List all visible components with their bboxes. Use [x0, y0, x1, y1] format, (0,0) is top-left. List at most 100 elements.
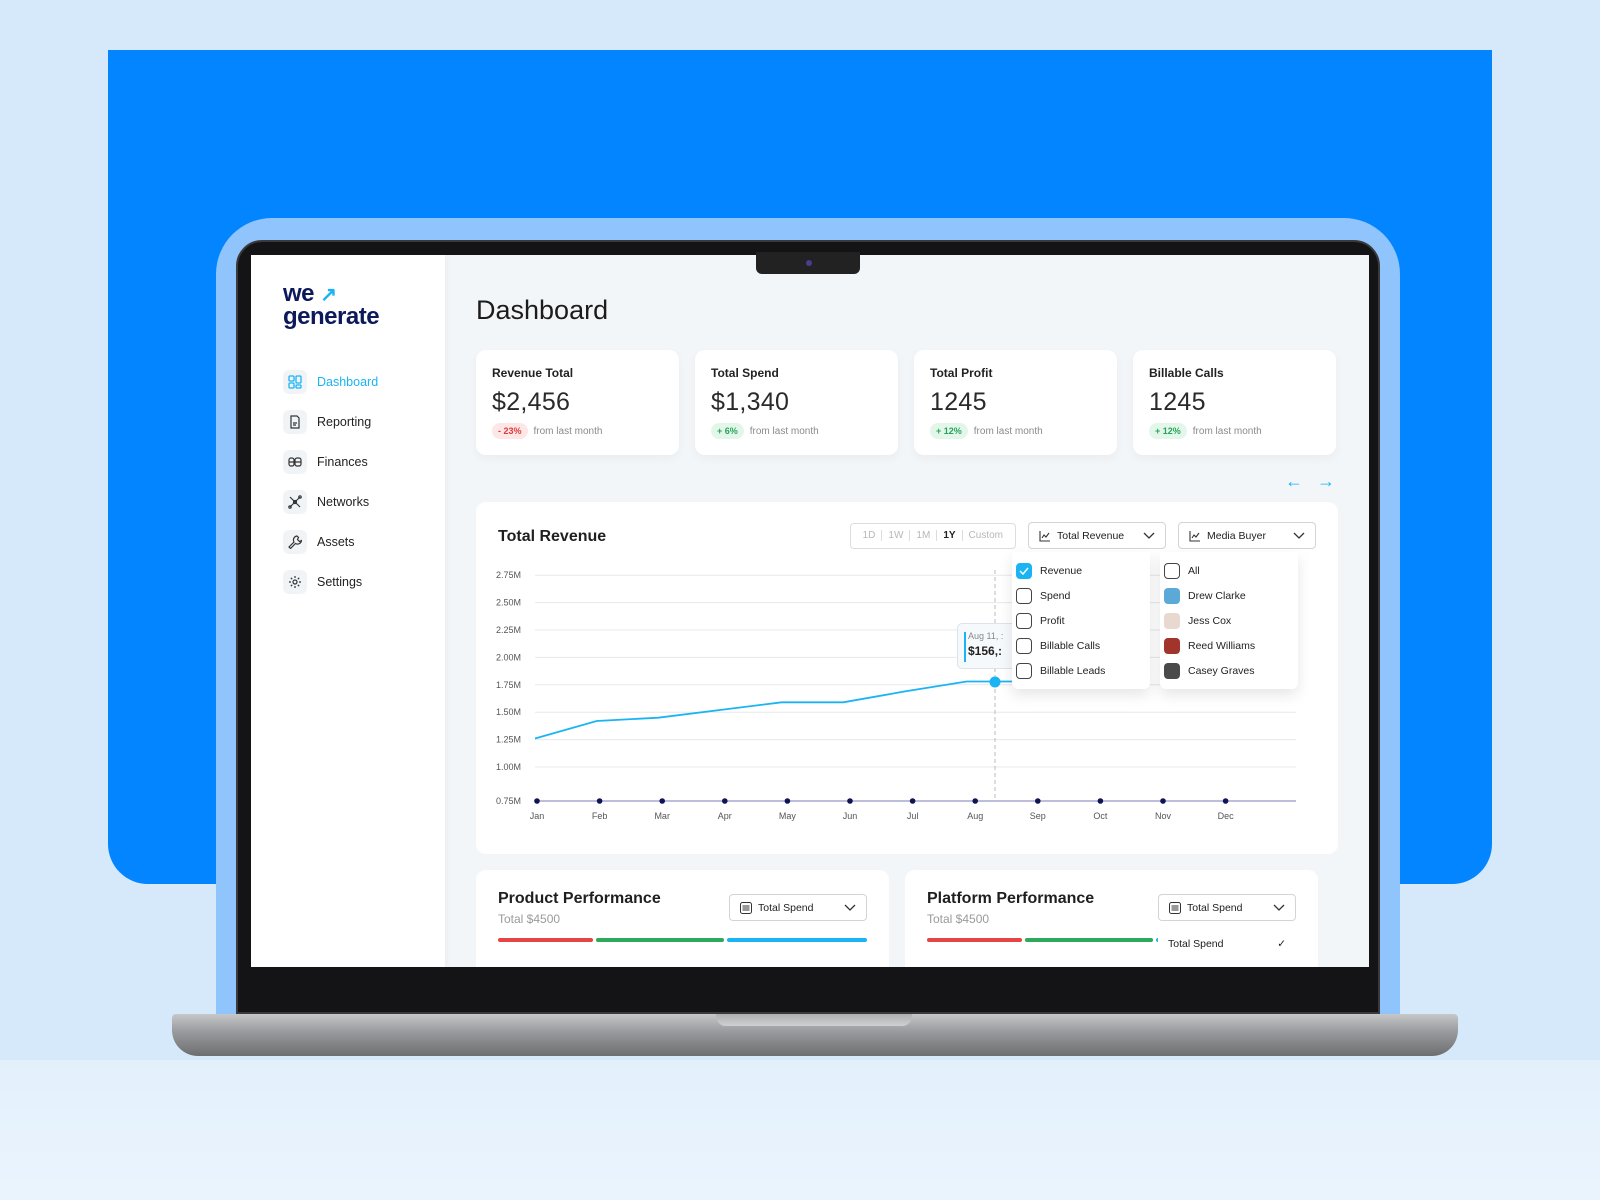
kpi-card-revenue[interactable]: Revenue Total $2,456 - 23% from last mont…	[476, 350, 679, 455]
product-metric-select[interactable]: Total Spend	[729, 894, 867, 921]
camera-notch	[756, 252, 860, 274]
checkbox-icon[interactable]	[1016, 637, 1032, 654]
media-buyer-select-label: Media Buyer	[1207, 529, 1266, 542]
svg-text:2.25M: 2.25M	[496, 625, 521, 635]
sidebar-item-finances[interactable]: Finances	[283, 442, 445, 482]
chevron-down-icon	[1293, 532, 1305, 539]
checkbox-icon[interactable]	[1016, 662, 1032, 679]
avatar	[1164, 637, 1180, 654]
arrow-up-right-icon: ↗	[320, 284, 337, 306]
range-1m[interactable]: 1M	[910, 530, 938, 541]
svg-text:Aug: Aug	[967, 811, 983, 821]
filter-list-icon	[1169, 901, 1181, 914]
metric-dropdown: Revenue Spend Profit Billable Calls Bill…	[1012, 552, 1150, 689]
document-icon	[283, 410, 307, 434]
option-label: Billable Leads	[1040, 664, 1106, 677]
sidebar-item-networks[interactable]: Networks	[283, 482, 445, 522]
svg-text:Apr: Apr	[718, 811, 732, 821]
sidebar: we ↗ generate Dashboard Reporting Financ…	[251, 255, 445, 967]
svg-text:2.00M: 2.00M	[496, 652, 521, 662]
kpi-title: Billable Calls	[1149, 366, 1224, 380]
kpi-card-billable-calls[interactable]: Billable Calls 1245 + 12% from last month	[1133, 350, 1336, 455]
kpi-title: Revenue Total	[492, 366, 574, 380]
option-label: Spend	[1040, 589, 1071, 602]
metric-option-profit[interactable]: Profit	[1012, 608, 1150, 633]
kpi-row: Revenue Total $2,456 - 23% from last mont…	[476, 350, 1339, 455]
buyer-option-all[interactable]: All	[1160, 558, 1298, 583]
metric-select[interactable]: Total Revenue	[1028, 522, 1166, 549]
svg-text:Oct: Oct	[1093, 811, 1108, 821]
change-badge: + 6%	[711, 423, 744, 439]
line-chart-icon	[1039, 530, 1050, 542]
check-icon: ✓	[1277, 938, 1286, 950]
tooltip-date: Aug 11, :	[968, 631, 1004, 641]
kpi-note: from last month	[533, 425, 603, 437]
change-badge: + 12%	[1149, 423, 1187, 439]
wrench-icon	[283, 530, 307, 554]
sidebar-item-label: Networks	[317, 495, 370, 509]
svg-text:Mar: Mar	[654, 811, 670, 821]
sidebar-item-reporting[interactable]: Reporting	[283, 402, 445, 442]
segment-bar	[498, 938, 867, 942]
metric-option-spend[interactable]: Spend	[1012, 583, 1150, 608]
segment-green	[596, 938, 724, 942]
platform-performance-card: Platform Performance Total $4500 Total S…	[905, 870, 1318, 967]
sidebar-item-settings[interactable]: Settings	[283, 562, 445, 602]
option-label: Casey Graves	[1188, 664, 1255, 677]
sidebar-item-label: Assets	[317, 535, 355, 549]
segment-blue	[727, 938, 867, 942]
tooltip-value: $156,:	[968, 644, 1003, 658]
svg-text:1.00M: 1.00M	[496, 762, 521, 772]
kpi-card-profit[interactable]: Total Profit 1245 + 12% from last month	[914, 350, 1117, 455]
card-title: Platform Performance	[927, 890, 1095, 907]
metric-option-billable-calls[interactable]: Billable Calls	[1012, 633, 1150, 658]
arrow-right-icon[interactable]: →	[1317, 471, 1335, 491]
svg-text:1.50M: 1.50M	[496, 707, 521, 717]
range-1w[interactable]: 1W	[882, 530, 911, 541]
svg-text:Sep: Sep	[1030, 811, 1046, 821]
sidebar-item-label: Reporting	[317, 415, 372, 429]
kpi-note: from last month	[1192, 425, 1262, 437]
arrow-left-icon[interactable]: ←	[1285, 471, 1303, 491]
range-1y[interactable]: 1Y	[937, 530, 963, 541]
brand-logo[interactable]: we ↗ generate	[283, 282, 445, 329]
filter-list-icon	[740, 901, 752, 914]
chevron-down-icon	[1143, 532, 1155, 539]
kpi-note: from last month	[749, 425, 819, 437]
checkbox-icon[interactable]	[1164, 562, 1180, 579]
kpi-title: Total Profit	[930, 366, 993, 380]
gear-icon	[283, 570, 307, 594]
range-custom[interactable]: Custom	[968, 530, 1003, 541]
svg-text:1.75M: 1.75M	[496, 680, 521, 690]
buyer-option-reed-williams[interactable]: Reed Williams	[1160, 633, 1298, 658]
metric-option-billable-leads[interactable]: Billable Leads	[1012, 658, 1150, 683]
media-buyer-select[interactable]: Media Buyer	[1178, 522, 1316, 549]
kpi-card-spend[interactable]: Total Spend $1,340 + 6% from last month	[695, 350, 898, 455]
svg-text:Dec: Dec	[1218, 811, 1235, 821]
kpi-value: 1245	[930, 388, 987, 416]
grid-icon	[283, 370, 307, 394]
option-label: Jess Cox	[1188, 614, 1232, 627]
range-1d[interactable]: 1D	[857, 530, 883, 541]
product-performance-card: Product Performance Total $4500 Total Sp…	[476, 870, 889, 967]
kpi-value: 1245	[1149, 388, 1206, 416]
sidebar-item-dashboard[interactable]: Dashboard	[283, 362, 445, 402]
card-subtitle: Total $4500	[498, 912, 561, 926]
platform-dropdown-option[interactable]: Total Spend ✓	[1158, 932, 1296, 956]
option-label: Profit	[1040, 614, 1065, 627]
chart-title: Total Revenue	[498, 528, 607, 545]
platform-metric-select[interactable]: Total Spend	[1158, 894, 1296, 921]
buyer-option-jess-cox[interactable]: Jess Cox	[1160, 608, 1298, 633]
chart-controls: 1D 1W 1M 1Y Custom Total Revenue Media B…	[849, 522, 1316, 549]
checkbox-icon[interactable]	[1016, 587, 1032, 604]
buyer-option-drew-clarke[interactable]: Drew Clarke	[1160, 583, 1298, 608]
buyer-option-casey-graves[interactable]: Casey Graves	[1160, 658, 1298, 683]
svg-text:0.75M: 0.75M	[496, 796, 521, 806]
checkbox-icon[interactable]	[1016, 612, 1032, 629]
svg-text:Jul: Jul	[907, 811, 919, 821]
checkbox-checked-icon[interactable]	[1016, 562, 1032, 579]
sidebar-item-assets[interactable]: Assets	[283, 522, 445, 562]
chevron-down-icon	[1273, 904, 1285, 911]
metric-option-revenue[interactable]: Revenue	[1012, 558, 1150, 583]
svg-text:1.25M: 1.25M	[496, 735, 521, 745]
